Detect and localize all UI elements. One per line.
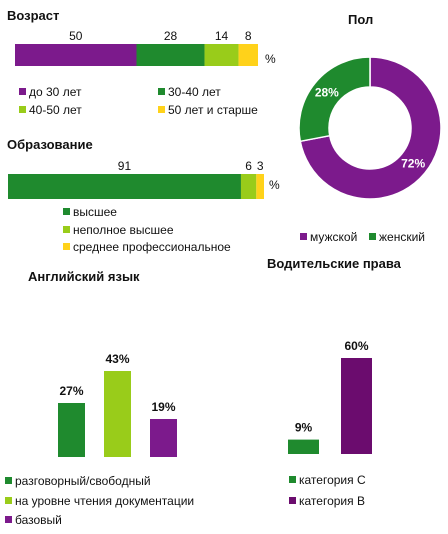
gender-slice-label-0: 72% [401,157,425,171]
license-bar-1 [341,358,372,454]
english-bar-label-2: 19% [151,400,175,414]
english-legend-swatch-1 [5,497,12,504]
age-bar-segment-0 [15,44,137,66]
age-bar-segment-3 [238,44,258,66]
education-legend-swatch-0 [63,208,70,215]
license-bar-label-1: 60% [344,339,368,353]
english-legend-swatch-2 [5,516,12,523]
age-bar-segment-2 [204,44,239,66]
age-legend-swatch-1 [158,88,165,95]
education-legend-swatch-2 [63,243,70,250]
license-bar-0 [288,439,319,454]
age-value-label-2: 14 [215,29,229,43]
english-bar-1 [104,371,131,457]
english-legend-label-1: на уровне чтения документации [15,494,194,508]
english-bar-label-0: 27% [59,384,83,398]
education-legend-label-1: неполное высшее [73,223,174,237]
age-chart-title: Возраст [7,8,59,23]
gender-donut-slice-1 [298,56,371,143]
age-value-label-0: 50 [69,29,83,43]
education-value-label-0: 91 [118,159,132,173]
license-legend-label-0: категория С [299,473,366,487]
education-value-label-1: 6 [245,159,252,173]
gender-legend-label-0: мужской [310,230,357,244]
age-legend-label-2: 40-50 лет [29,103,82,117]
education-legend-label-2: среднее профессиональное [73,240,231,254]
age-value-label-1: 28 [164,29,178,43]
age-bar-segment-1 [136,44,205,66]
license-legend-label-1: категория В [299,494,365,508]
english-bar-0 [58,403,85,457]
gender-legend-swatch-1 [369,233,376,240]
license-legend-swatch-0 [289,476,296,483]
education-legend-label-0: высшее [73,205,117,219]
age-legend-swatch-3 [158,106,165,113]
age-stacked-bar-chart: 50 28 14 8 до 30 лет 30-40 лет 40-50 лет 50 лет… [15,29,258,117]
education-bar-segment-0 [8,174,241,199]
education-chart-title: Образование [7,137,93,152]
age-legend-label-0: до 30 лет [29,85,82,99]
license-bar-label-0: 9% [295,421,313,435]
education-legend-swatch-1 [63,226,70,233]
education-unit-label: % [269,178,280,192]
gender-slice-label-1: 28% [315,85,339,99]
gender-legend-swatch-0 [300,233,307,240]
english-legend-label-0: разговорный/свободный [15,474,151,488]
license-chart-title: Водительские права [267,256,402,271]
english-legend-label-2: базовый [15,513,62,527]
age-legend-label-3: 50 лет и старше [168,103,258,117]
age-legend-swatch-2 [19,106,26,113]
gender-legend-label-1: женский [379,230,425,244]
education-bar-segment-1 [240,174,257,199]
english-bar-chart: 27% 43% 19% разговорный/свободный на уровне … [5,352,194,527]
age-unit-label: % [265,52,276,66]
gender-chart-title: Пол [348,12,373,27]
english-bar-2 [150,419,177,457]
gender-donut-chart: 72% 28% мужской женский [298,56,442,244]
license-legend-swatch-1 [289,497,296,504]
gender-donut-slice-0 [299,56,442,200]
education-value-label-2: 3 [257,159,264,173]
education-bar-segment-2 [256,174,264,199]
english-chart-title: Английский язык [28,269,140,284]
age-value-label-3: 8 [245,29,252,43]
age-legend-label-1: 30-40 лет [168,85,221,99]
english-legend-swatch-0 [5,477,12,484]
education-stacked-bar-chart: 91 6 3 высшее неполное высшее среднее професс… [8,159,264,254]
license-bar-chart: 9% 60% категория С категория В [288,339,372,508]
english-bar-label-1: 43% [105,352,129,366]
age-legend-swatch-0 [19,88,26,95]
